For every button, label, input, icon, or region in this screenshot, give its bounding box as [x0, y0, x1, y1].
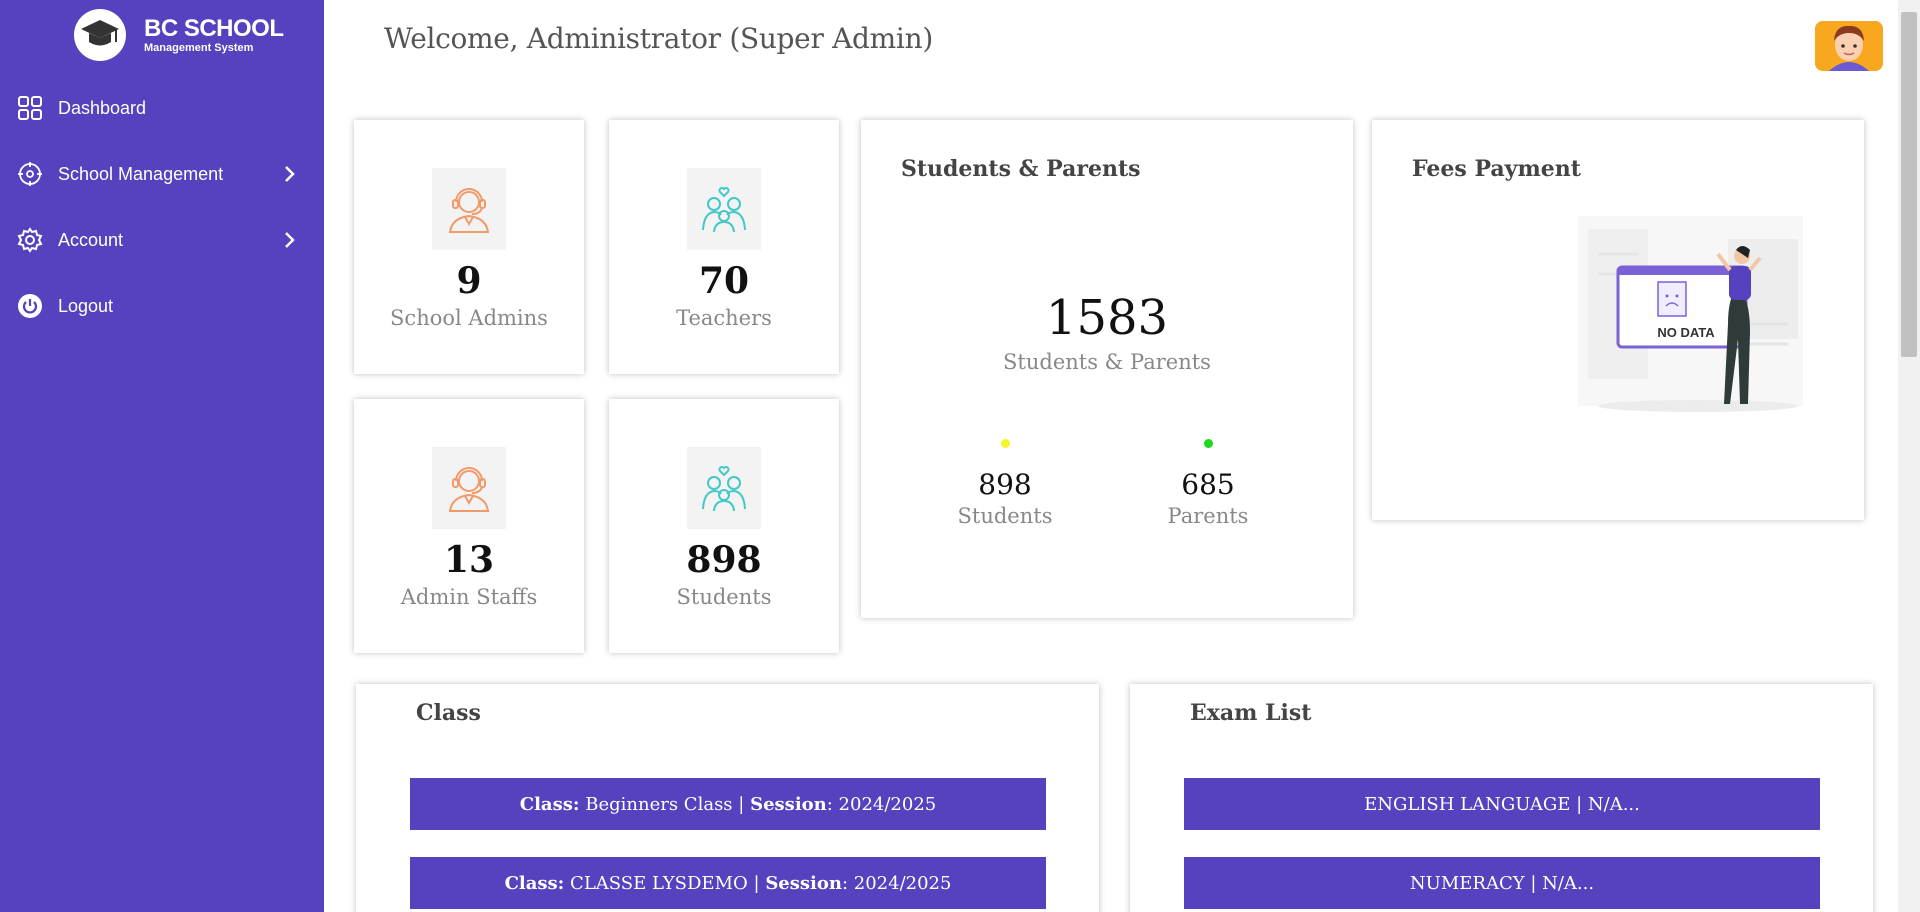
gear-icon — [16, 226, 44, 254]
separator: | — [753, 872, 760, 894]
stat-label: Teachers — [676, 306, 772, 330]
separator: | — [738, 793, 745, 815]
stat-label: Students — [676, 585, 772, 609]
brand-subtitle: Management System — [144, 41, 254, 54]
session-value: : 2024/2025 — [826, 793, 937, 815]
students-legend-dot — [1001, 439, 1010, 448]
students-parents-total-label: Students & Parents — [1003, 350, 1211, 374]
card-title: Class — [416, 700, 481, 726]
admin-headset-icon — [432, 447, 506, 529]
chevron-right-icon — [282, 166, 298, 182]
user-avatar-icon — [1815, 21, 1883, 71]
family-heart-icon — [687, 168, 761, 250]
class-item[interactable]: Class: CLASSE LYSDEMO | Session: 2024/20… — [410, 857, 1046, 909]
exam-item[interactable]: ENGLISH LANGUAGE | N/A... — [1184, 778, 1820, 830]
sidebar-item-label: Account — [58, 229, 124, 250]
parents-label: Parents — [1167, 504, 1249, 528]
brand-title: BC SCHOOL — [144, 14, 284, 42]
stat-label: Admin Staffs — [400, 585, 538, 609]
power-icon — [16, 292, 44, 320]
stat-label: School Admins — [390, 306, 548, 330]
stat-card-teachers[interactable]: 70 Teachers — [609, 120, 839, 374]
no-data-illustration — [1578, 216, 1803, 412]
grid-icon — [16, 94, 44, 122]
card-title: Students & Parents — [901, 156, 1141, 182]
parents-legend-dot — [1204, 439, 1213, 448]
exam-item[interactable]: NUMERACY | N/A... — [1184, 857, 1820, 909]
stat-card-school-admins[interactable]: 9 School Admins — [354, 120, 584, 374]
sidebar-item-logout[interactable]: Logout — [0, 286, 324, 326]
sidebar-item-account[interactable]: Account — [0, 220, 324, 260]
sidebar-item-dashboard[interactable]: Dashboard — [0, 88, 324, 128]
stat-value: 9 — [456, 260, 482, 302]
students-parents-card: Students & Parents 1583 Students & Paren… — [861, 120, 1353, 618]
session-label: Session — [750, 793, 827, 815]
sidebar-item-label: School Management — [58, 163, 224, 184]
card-title: Exam List — [1190, 700, 1312, 726]
class-card: Class Class: Beginners Class | Session: … — [356, 684, 1099, 912]
brand-text: BC SCHOOL Management System — [144, 14, 284, 54]
students-count: 898 — [978, 468, 1032, 501]
sidebar-item-label: Dashboard — [58, 97, 147, 118]
school-management-icon — [16, 160, 44, 188]
chevron-right-icon — [282, 232, 298, 248]
admin-headset-icon — [432, 168, 506, 250]
card-title: Fees Payment — [1412, 156, 1581, 182]
stat-card-students[interactable]: 898 Students — [609, 399, 839, 653]
stat-value: 898 — [686, 539, 762, 581]
avatar[interactable] — [1815, 21, 1883, 71]
class-label: Class: — [519, 793, 580, 815]
no-data-label: NO DATA — [1657, 325, 1715, 340]
fees-payment-card: Fees Payment NO DATA — [1372, 120, 1864, 520]
sidebar-item-school-management[interactable]: School Management — [0, 154, 324, 194]
parents-count: 685 — [1181, 468, 1235, 501]
class-item[interactable]: Class: Beginners Class | Session: 2024/2… — [410, 778, 1046, 830]
family-heart-icon — [687, 447, 761, 529]
brand-logo[interactable]: BC SCHOOL Management System — [74, 9, 284, 61]
graduation-cap-icon — [74, 9, 126, 61]
page-scrollbar[interactable] — [1898, 0, 1920, 912]
stat-value: 13 — [443, 539, 495, 581]
session-value: : 2024/2025 — [841, 872, 952, 894]
page-title: Welcome, Administrator (Super Admin) — [384, 22, 933, 55]
stat-value: 70 — [698, 260, 750, 302]
scrollbar-thumb[interactable] — [1901, 12, 1917, 357]
sidebar-item-label: Logout — [58, 295, 114, 316]
exam-list-card: Exam List ENGLISH LANGUAGE | N/A... NUME… — [1130, 684, 1873, 912]
students-parents-total: 1583 — [1045, 290, 1169, 346]
class-label: Class: — [504, 872, 565, 894]
class-name: CLASSE LYSDEMO — [570, 872, 748, 894]
stat-card-admin-staffs[interactable]: 13 Admin Staffs — [354, 399, 584, 653]
session-label: Session — [765, 872, 842, 894]
sidebar: BC SCHOOL Management System Dashboard Sc… — [0, 0, 324, 912]
students-label: Students — [957, 504, 1053, 528]
class-name: Beginners Class — [585, 793, 733, 815]
